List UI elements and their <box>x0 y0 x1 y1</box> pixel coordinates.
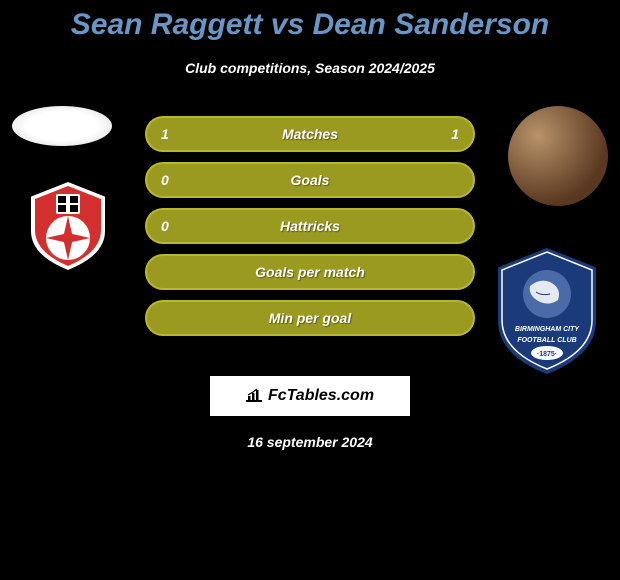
player-photo-right <box>508 106 608 206</box>
chart-icon <box>246 388 262 405</box>
stat-label: Matches <box>282 126 338 142</box>
stat-value-right: 1 <box>451 126 459 142</box>
watermark-text: FcTables.com <box>268 387 374 405</box>
svg-text:·1875·: ·1875· <box>537 351 557 358</box>
watermark: FcTables.com <box>210 376 410 416</box>
svg-text:BIRMINGHAM CITY: BIRMINGHAM CITY <box>515 326 580 333</box>
stat-row: Goals per match <box>145 254 475 290</box>
stat-value-left: 1 <box>161 126 169 142</box>
stat-value-left: 0 <box>161 218 169 234</box>
stat-label: Goals per match <box>255 264 365 280</box>
stat-row: 1 Matches 1 <box>145 116 475 152</box>
comparison-subtitle: Club competitions, Season 2024/2025 <box>0 60 620 76</box>
club-badge-right: BIRMINGHAM CITY FOOTBALL CLUB ·1875· <box>492 246 602 376</box>
club-badge-left <box>18 176 118 276</box>
stat-label: Goals <box>291 172 330 188</box>
stat-label: Min per goal <box>269 310 351 326</box>
svg-text:FOOTBALL CLUB: FOOTBALL CLUB <box>517 337 576 344</box>
stat-value-left: 0 <box>161 172 169 188</box>
stats-container: BIRMINGHAM CITY FOOTBALL CLUB ·1875· 1Ma… <box>0 116 620 336</box>
comparison-title: Sean Raggett vs Dean Sanderson <box>0 0 620 42</box>
stat-row: Min per goal <box>145 300 475 336</box>
stat-row: 0 Goals <box>145 162 475 198</box>
stat-row: 0 Hattricks <box>145 208 475 244</box>
player-photo-left <box>12 106 112 146</box>
stat-label: Hattricks <box>280 218 340 234</box>
comparison-date: 16 september 2024 <box>0 434 620 450</box>
